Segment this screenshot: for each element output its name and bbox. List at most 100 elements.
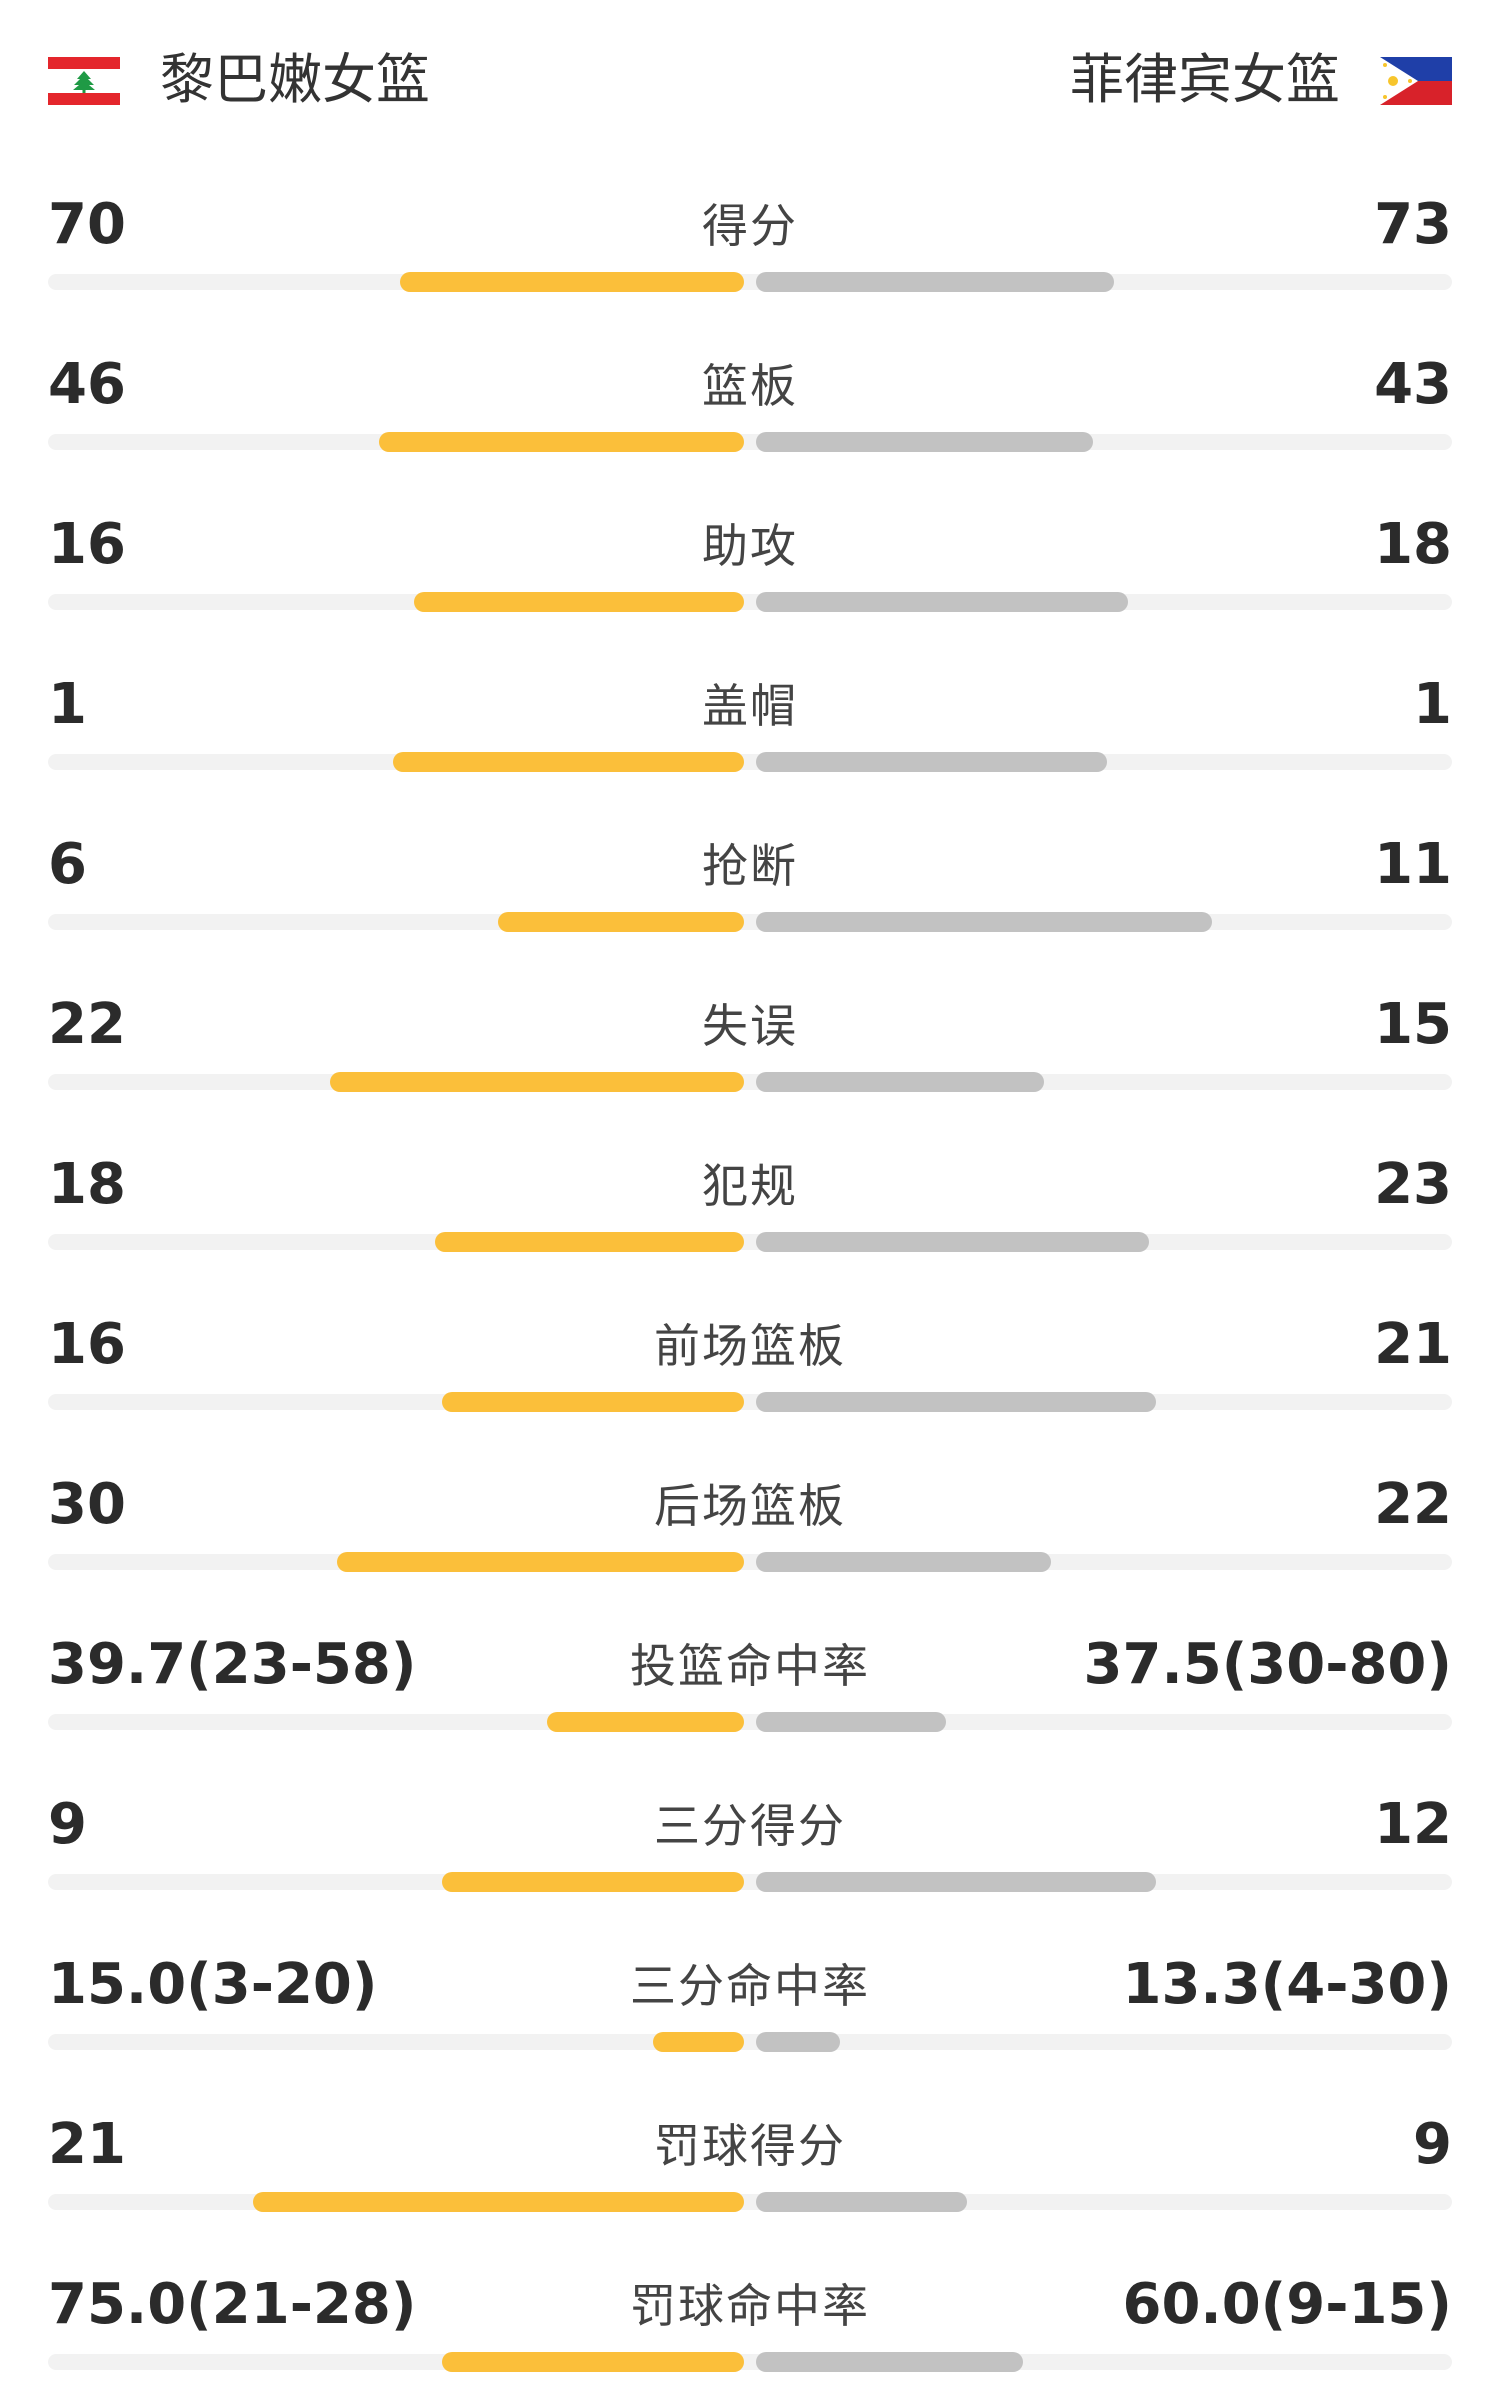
stat-row: 39.7(23-58) 投篮命中率 37.5(30-80) xyxy=(0,1600,1500,1760)
stat-label: 三分得分 xyxy=(654,1799,846,1853)
away-stat-bar xyxy=(756,1872,1156,1892)
home-stat-value: 18 xyxy=(48,1152,126,1217)
home-stat-value: 15.0(3-20) xyxy=(48,1952,378,2017)
home-stat-bar xyxy=(330,1072,744,1092)
home-stat-bar xyxy=(393,752,744,772)
home-stat-bar xyxy=(400,272,744,292)
home-stat-value: 46 xyxy=(48,352,126,417)
away-stat-value: 18 xyxy=(1374,512,1452,577)
away-stat-bar xyxy=(756,912,1212,932)
away-stat-bar xyxy=(756,272,1114,292)
stat-label: 犯规 xyxy=(702,1159,798,1213)
lebanon-flag-icon xyxy=(48,57,120,105)
stat-label: 三分命中率 xyxy=(630,1959,870,2013)
away-stat-bar xyxy=(756,592,1128,612)
away-stat-value: 12 xyxy=(1374,1792,1452,1857)
stat-label: 后场篮板 xyxy=(654,1479,846,1533)
home-stat-bar xyxy=(442,1872,744,1892)
stat-bar-track xyxy=(48,1714,1452,1730)
stat-bar-track xyxy=(48,434,1452,450)
home-stat-bar xyxy=(442,2352,744,2372)
away-stat-bar xyxy=(756,1072,1044,1092)
home-stat-bar xyxy=(414,592,744,612)
home-stat-value: 22 xyxy=(48,992,126,1057)
home-stat-bar xyxy=(435,1232,744,1252)
stat-bar-track xyxy=(48,1234,1452,1250)
stat-row: 16 助攻 18 xyxy=(0,480,1500,640)
away-stat-bar xyxy=(756,2032,840,2052)
stat-row: 70 得分 73 xyxy=(0,160,1500,320)
away-stat-value: 9 xyxy=(1413,2112,1452,2177)
home-stat-bar xyxy=(547,1712,744,1732)
away-stat-value: 21 xyxy=(1374,1312,1452,1377)
away-team-name: 菲律宾女篮 xyxy=(1070,48,1340,111)
away-stat-value: 23 xyxy=(1374,1152,1452,1217)
stat-row: 16 前场篮板 21 xyxy=(0,1280,1500,1440)
home-stat-value: 30 xyxy=(48,1472,126,1537)
stat-bar-track xyxy=(48,594,1452,610)
away-stat-bar xyxy=(756,2192,967,2212)
away-stat-bar xyxy=(756,432,1093,452)
stat-label: 抢断 xyxy=(702,839,798,893)
away-stat-value: 22 xyxy=(1374,1472,1452,1537)
home-stat-bar xyxy=(379,432,744,452)
away-stat-value: 13.3(4-30) xyxy=(1122,1952,1453,2017)
away-stat-bar xyxy=(756,1552,1051,1572)
home-stat-value: 70 xyxy=(48,192,126,257)
stat-label: 投篮命中率 xyxy=(630,1639,870,1693)
philippines-flag-icon xyxy=(1380,57,1452,105)
stat-row: 30 后场篮板 22 xyxy=(0,1440,1500,1600)
home-stat-value: 75.0(21-28) xyxy=(48,2272,417,2337)
home-stat-bar xyxy=(498,912,744,932)
stat-row: 21 罚球得分 9 xyxy=(0,2080,1500,2240)
stat-bar-track xyxy=(48,1874,1452,1890)
away-stat-value: 37.5(30-80) xyxy=(1083,1632,1452,1697)
away-stat-value: 43 xyxy=(1374,352,1452,417)
away-stat-bar xyxy=(756,1232,1149,1252)
stat-label: 前场篮板 xyxy=(654,1319,846,1373)
stat-bar-track xyxy=(48,2354,1452,2370)
away-stat-value: 1 xyxy=(1413,672,1452,737)
stat-label: 罚球得分 xyxy=(654,2119,846,2173)
home-stat-value: 1 xyxy=(48,672,87,737)
stat-row: 46 篮板 43 xyxy=(0,320,1500,480)
home-stat-bar xyxy=(337,1552,744,1572)
stat-row: 1 盖帽 1 xyxy=(0,640,1500,800)
stat-bar-track xyxy=(48,274,1452,290)
stat-label: 盖帽 xyxy=(702,679,798,733)
away-stat-bar xyxy=(756,752,1107,772)
stat-bar-track xyxy=(48,914,1452,930)
home-stat-bar xyxy=(253,2192,744,2212)
away-stat-value: 11 xyxy=(1374,832,1452,897)
match-header: 黎巴嫩女篮 菲律宾女篮 xyxy=(0,0,1500,160)
stat-row: 15.0(3-20) 三分命中率 13.3(4-30) xyxy=(0,1920,1500,2080)
stat-label: 失误 xyxy=(702,999,798,1053)
stat-bar-track xyxy=(48,1394,1452,1410)
away-stat-value: 15 xyxy=(1374,992,1452,1057)
away-stat-value: 60.0(9-15) xyxy=(1122,2272,1453,2337)
stat-label: 助攻 xyxy=(702,519,798,573)
home-stat-bar xyxy=(442,1392,744,1412)
home-team-name: 黎巴嫩女篮 xyxy=(160,48,430,111)
home-stat-value: 6 xyxy=(48,832,87,897)
away-stat-bar xyxy=(756,1712,946,1732)
home-stat-value: 9 xyxy=(48,1792,87,1857)
stat-label: 罚球命中率 xyxy=(630,2279,870,2333)
stat-bar-track xyxy=(48,2034,1452,2050)
home-stat-value: 16 xyxy=(48,1312,126,1377)
stat-row: 18 犯规 23 xyxy=(0,1120,1500,1280)
home-stat-value: 21 xyxy=(48,2112,126,2177)
stat-row: 75.0(21-28) 罚球命中率 60.0(9-15) xyxy=(0,2240,1500,2400)
stat-bar-track xyxy=(48,754,1452,770)
stat-bar-track xyxy=(48,1554,1452,1570)
stat-row: 22 失误 15 xyxy=(0,960,1500,1120)
stat-row: 6 抢断 11 xyxy=(0,800,1500,960)
away-stat-value: 73 xyxy=(1374,192,1452,257)
away-stat-bar xyxy=(756,2352,1023,2372)
stat-label: 得分 xyxy=(702,199,798,253)
stat-bar-track xyxy=(48,1074,1452,1090)
stat-label: 篮板 xyxy=(702,359,798,413)
home-stat-value: 39.7(23-58) xyxy=(48,1632,417,1697)
home-stat-bar xyxy=(653,2032,744,2052)
home-stat-value: 16 xyxy=(48,512,126,577)
